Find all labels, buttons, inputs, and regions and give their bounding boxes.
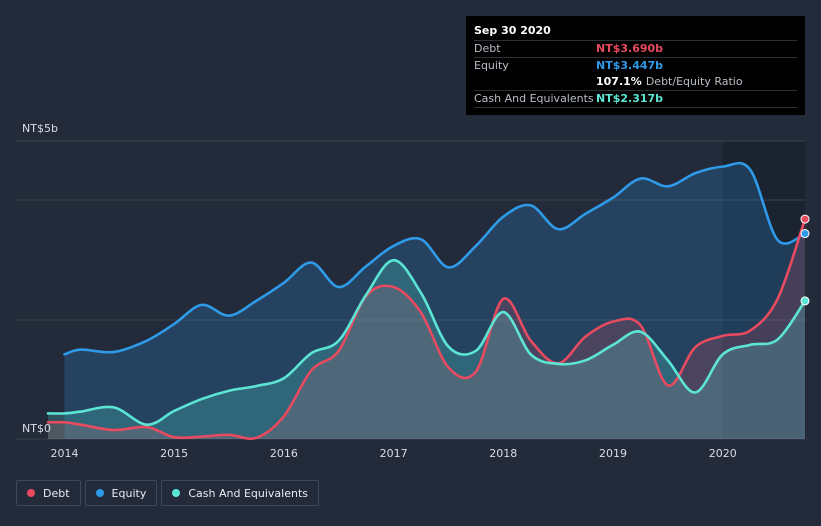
area-equity <box>64 163 805 439</box>
x-tick-label: 2017 <box>380 447 408 460</box>
future-shade <box>722 141 805 439</box>
tooltip-row-debt: Debt NT$3.690b <box>474 40 797 57</box>
tooltip-row-equity: Equity NT$3.447b <box>474 57 797 74</box>
tooltip-row-cash: Cash And Equivalents NT$2.317b <box>474 90 797 108</box>
legend-item-cash-and-equivalents[interactable]: Cash And Equivalents <box>161 480 319 506</box>
area-cash-and-equivalents <box>48 260 805 439</box>
legend-label: Equity <box>111 486 147 500</box>
debt-equity-ratio-label: Debt/Equity Ratio <box>645 75 743 88</box>
end-point-cash-and-equivalents <box>800 296 810 306</box>
tooltip-value: NT$3.447b <box>596 59 664 72</box>
x-tick-label: 2016 <box>270 447 298 460</box>
series-areas <box>48 163 805 439</box>
x-tick-label: 2014 <box>50 447 78 460</box>
x-tick-label: 2015 <box>160 447 188 460</box>
x-tick-label: 2020 <box>709 447 737 460</box>
end-point-debt <box>800 214 810 224</box>
end-markers <box>800 214 810 306</box>
end-point-equity <box>800 229 810 239</box>
plot-background <box>16 141 805 439</box>
series-lines <box>46 161 807 440</box>
debt-equity-ratio-value: 107.1% <box>596 75 642 88</box>
grid-lines <box>16 140 805 440</box>
x-axis-ticks: 2014 2015 2016 2017 2018 2019 2020 <box>50 447 736 460</box>
legend-dot-icon <box>95 489 104 497</box>
line-equity <box>63 161 807 356</box>
legend-item-debt[interactable]: Debt <box>16 480 81 506</box>
tooltip-date: Sep 30 2020 <box>474 24 551 37</box>
x-tick-label: 2019 <box>599 447 627 460</box>
tooltip-row-ratio: 107.1% Debt/Equity Ratio <box>474 74 797 90</box>
tooltip-label: Debt <box>474 42 501 55</box>
area-debt <box>48 219 805 439</box>
chart-legend: Debt Equity Cash And Equivalents <box>16 480 319 507</box>
legend-dot-icon <box>27 489 35 497</box>
legend-dot-icon <box>172 489 181 497</box>
line-cash-and-equivalents <box>46 258 807 426</box>
y-axis-bottom-label: NT$0 <box>22 422 51 435</box>
tooltip-label: Cash And Equivalents <box>474 92 594 105</box>
tooltip-value: NT$3.690b <box>596 42 664 55</box>
legend-label: Cash And Equivalents <box>188 486 308 500</box>
legend-item-equity[interactable]: Equity <box>84 480 158 506</box>
x-tick-label: 2018 <box>489 447 517 460</box>
legend-label: Debt <box>43 486 70 500</box>
tooltip-panel: Sep 30 2020 Debt NT$3.690b Equity NT$3.4… <box>466 16 805 115</box>
tooltip-label: Equity <box>474 59 509 72</box>
y-axis-top-label: NT$5b <box>22 122 58 135</box>
tooltip-value: NT$2.317b <box>596 92 664 105</box>
line-debt <box>46 217 807 440</box>
